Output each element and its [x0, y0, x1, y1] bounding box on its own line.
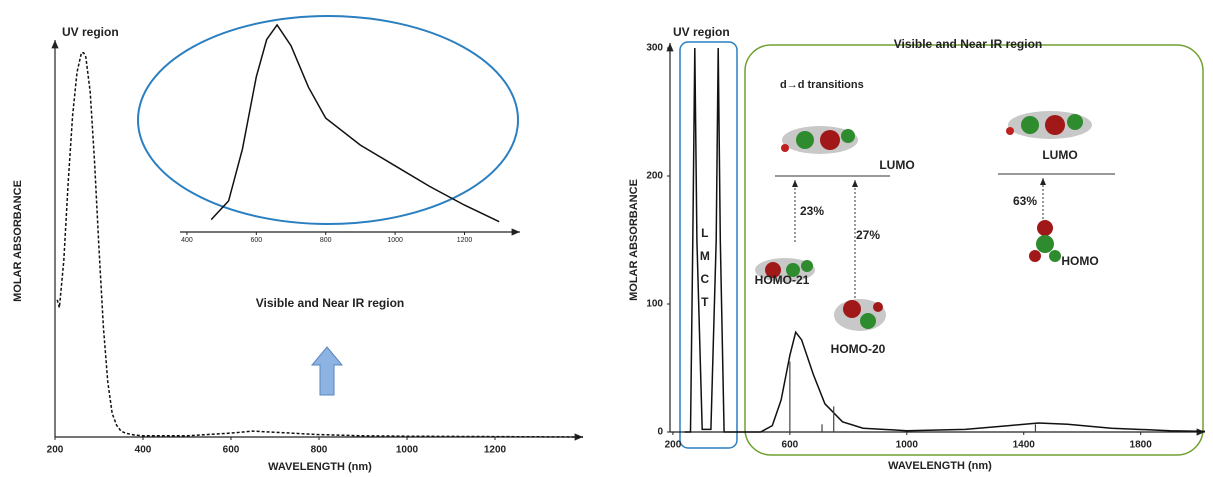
up-arrow [312, 347, 342, 395]
data-line [685, 48, 1205, 432]
x-tick-label: 1000 [387, 237, 403, 244]
annotation: UV region [673, 25, 730, 39]
x-tick-label: 600 [223, 445, 240, 456]
y-tick-label: 100 [646, 299, 663, 310]
x-tick-label: 200 [47, 445, 64, 456]
x-tick-label: 200 [665, 440, 682, 451]
x-axis-label: WAVELENGTH (nm) [888, 460, 992, 472]
annotation: Visible and Near IR region [894, 37, 1043, 51]
annotation: 63% [1013, 194, 1037, 208]
x-tick-label: 1000 [396, 445, 419, 456]
x-axis-label: WAVELENGTH (nm) [268, 461, 372, 473]
x-tick-label: 400 [181, 237, 193, 244]
annotation: 23% [800, 204, 824, 218]
annotation: HOMO-20 [831, 342, 886, 356]
data-line [211, 25, 499, 222]
x-tick-label: 800 [320, 237, 332, 244]
annotation: UV region [62, 25, 119, 39]
x-tick-label: 600 [782, 440, 799, 451]
annotation: 27% [856, 228, 880, 242]
x-tick-label: 1400 [1013, 440, 1036, 451]
x-tick-label: 1200 [484, 445, 507, 456]
y-tick-label: 200 [646, 171, 663, 182]
y-tick-label: 0 [657, 427, 663, 438]
molecule-images [755, 111, 1092, 331]
y-tick-label: 300 [646, 43, 663, 54]
x-tick-label: 600 [250, 237, 262, 244]
y-axis-label: MOLAR ABSORBANCE [12, 180, 24, 302]
annotation: d→d transitions [780, 79, 864, 91]
annotation: LUMO [1042, 148, 1077, 162]
orbital-diagram [775, 174, 1115, 310]
figure: 20040060080010001200MOLAR ABSORBANCEWAVE… [0, 0, 1213, 477]
x-tick-label: 800 [311, 445, 328, 456]
annotation: LMCT [698, 226, 712, 318]
annotation: LUMO [879, 158, 914, 172]
annotation: HOMO [1061, 254, 1098, 268]
x-tick-label: 1800 [1130, 440, 1153, 451]
x-tick-label: 400 [135, 445, 152, 456]
x-tick-label: 1000 [896, 440, 919, 451]
x-tick-label: 1200 [457, 237, 473, 244]
y-axis-label: MOLAR ABSORBANCE [628, 179, 640, 301]
annotation: Visible and Near IR region [256, 296, 405, 310]
vis-frame [745, 45, 1203, 455]
annotation: HOMO-21 [755, 273, 810, 287]
